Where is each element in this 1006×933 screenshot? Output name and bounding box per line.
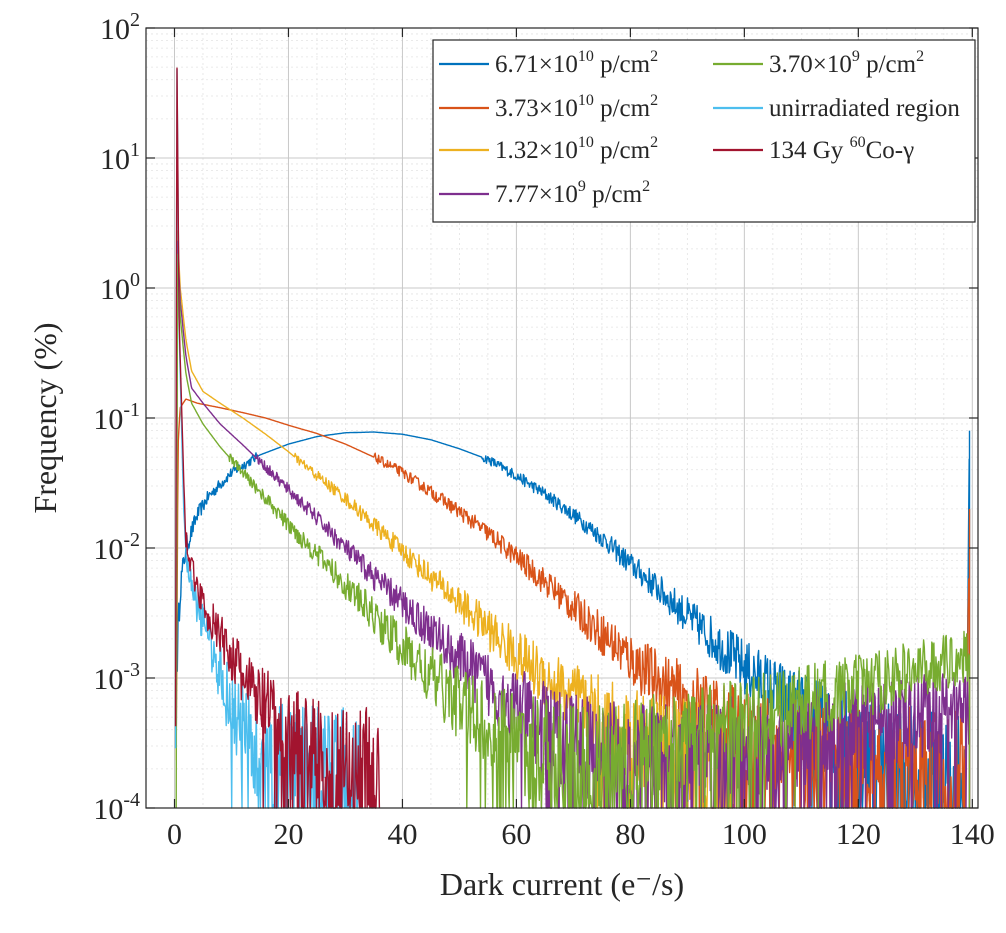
legend-label: 3.73×1010 p/cm2 <box>495 92 658 122</box>
series-line <box>174 67 381 809</box>
legend-label: 7.77×109 p/cm2 <box>495 178 650 208</box>
legend-label: 6.71×1010 p/cm2 <box>495 48 658 78</box>
y-tick-label: 10-2 <box>93 529 140 566</box>
legend-label: unirradiated region <box>769 95 960 122</box>
x-tick-label: 100 <box>722 818 767 851</box>
y-tick-label: 101 <box>100 139 140 176</box>
legend-label: 1.32×1010 p/cm2 <box>495 134 658 164</box>
y-tick-label: 10-3 <box>93 659 140 696</box>
x-axis-label: Dark current (e⁻/s) <box>440 866 684 902</box>
legend-label: 134 Gy 60Co-γ <box>769 134 914 164</box>
legend-box <box>432 39 976 223</box>
y-tick-labels: 10-4 10-3 10-2 10-1 100 101 102 <box>93 9 140 826</box>
y-tick-label: 10-1 <box>93 399 140 436</box>
legend: 6.71×1010 p/cm2 3.73×1010 p/cm2 1.32×1010 … <box>432 39 976 223</box>
x-tick-label: 80 <box>615 818 645 851</box>
x-tick-label: 0 <box>167 818 182 851</box>
series-lines <box>174 67 971 809</box>
x-tick-label: 60 <box>501 818 531 851</box>
x-tick-labels: 0 20 40 60 80 100 120 140 <box>167 818 995 851</box>
series-line <box>175 253 971 809</box>
x-tick-label: 140 <box>950 818 995 851</box>
y-axis-label: Frequency (%) <box>27 322 63 513</box>
x-tick-label: 40 <box>387 818 417 851</box>
legend-label: 3.70×109 p/cm2 <box>769 48 924 78</box>
x-tick-label: 120 <box>836 818 881 851</box>
y-tick-label: 100 <box>100 269 140 306</box>
y-tick-label: 10-4 <box>93 789 140 826</box>
y-tick-label: 102 <box>100 9 140 46</box>
x-tick-label: 20 <box>273 818 303 851</box>
